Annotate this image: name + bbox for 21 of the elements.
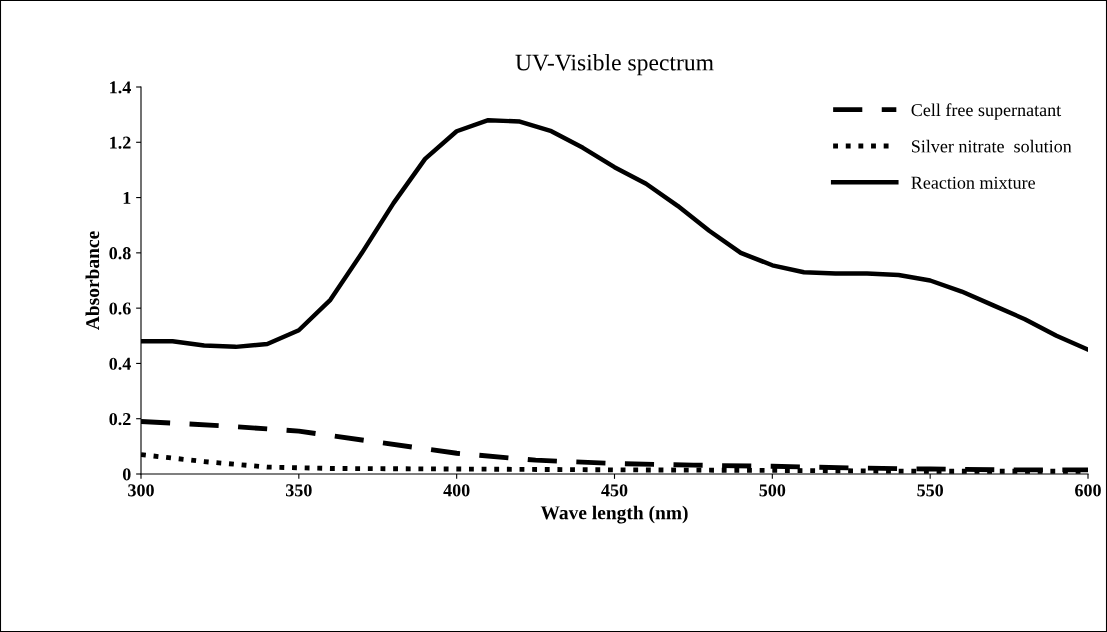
- chart-title: UV-Visible spectrum: [515, 53, 714, 76]
- x-tick-label: 500: [759, 484, 786, 497]
- x-tick-label: 450: [601, 484, 628, 497]
- x-tick-label: 300: [128, 484, 154, 497]
- y-axis-title: Absorbance: [85, 231, 100, 330]
- legend-label: Silver nitrate solution: [911, 139, 1072, 153]
- x-tick-label: 400: [443, 484, 470, 497]
- x-tick-label: 350: [285, 484, 312, 497]
- y-tick-label: 1: [123, 191, 131, 204]
- y-tick-label: 0.2: [109, 412, 131, 426]
- x-axis-title: Wave length (nm): [540, 505, 688, 524]
- y-tick-label: 0.4: [109, 357, 131, 370]
- y-tick-label: 1.4: [110, 81, 131, 94]
- x-tick-label: 600: [1075, 484, 1101, 497]
- legend-label: Reaction mixture: [911, 176, 1035, 189]
- y-tick-label: 1.2: [110, 136, 131, 149]
- legend-label: Cell free supernatant: [911, 103, 1062, 120]
- x-tick-label: 550: [917, 484, 944, 497]
- y-tick-label: 0.6: [109, 302, 131, 315]
- y-tick-label: 0: [122, 468, 131, 481]
- y-tick-label: 0.8: [109, 247, 131, 260]
